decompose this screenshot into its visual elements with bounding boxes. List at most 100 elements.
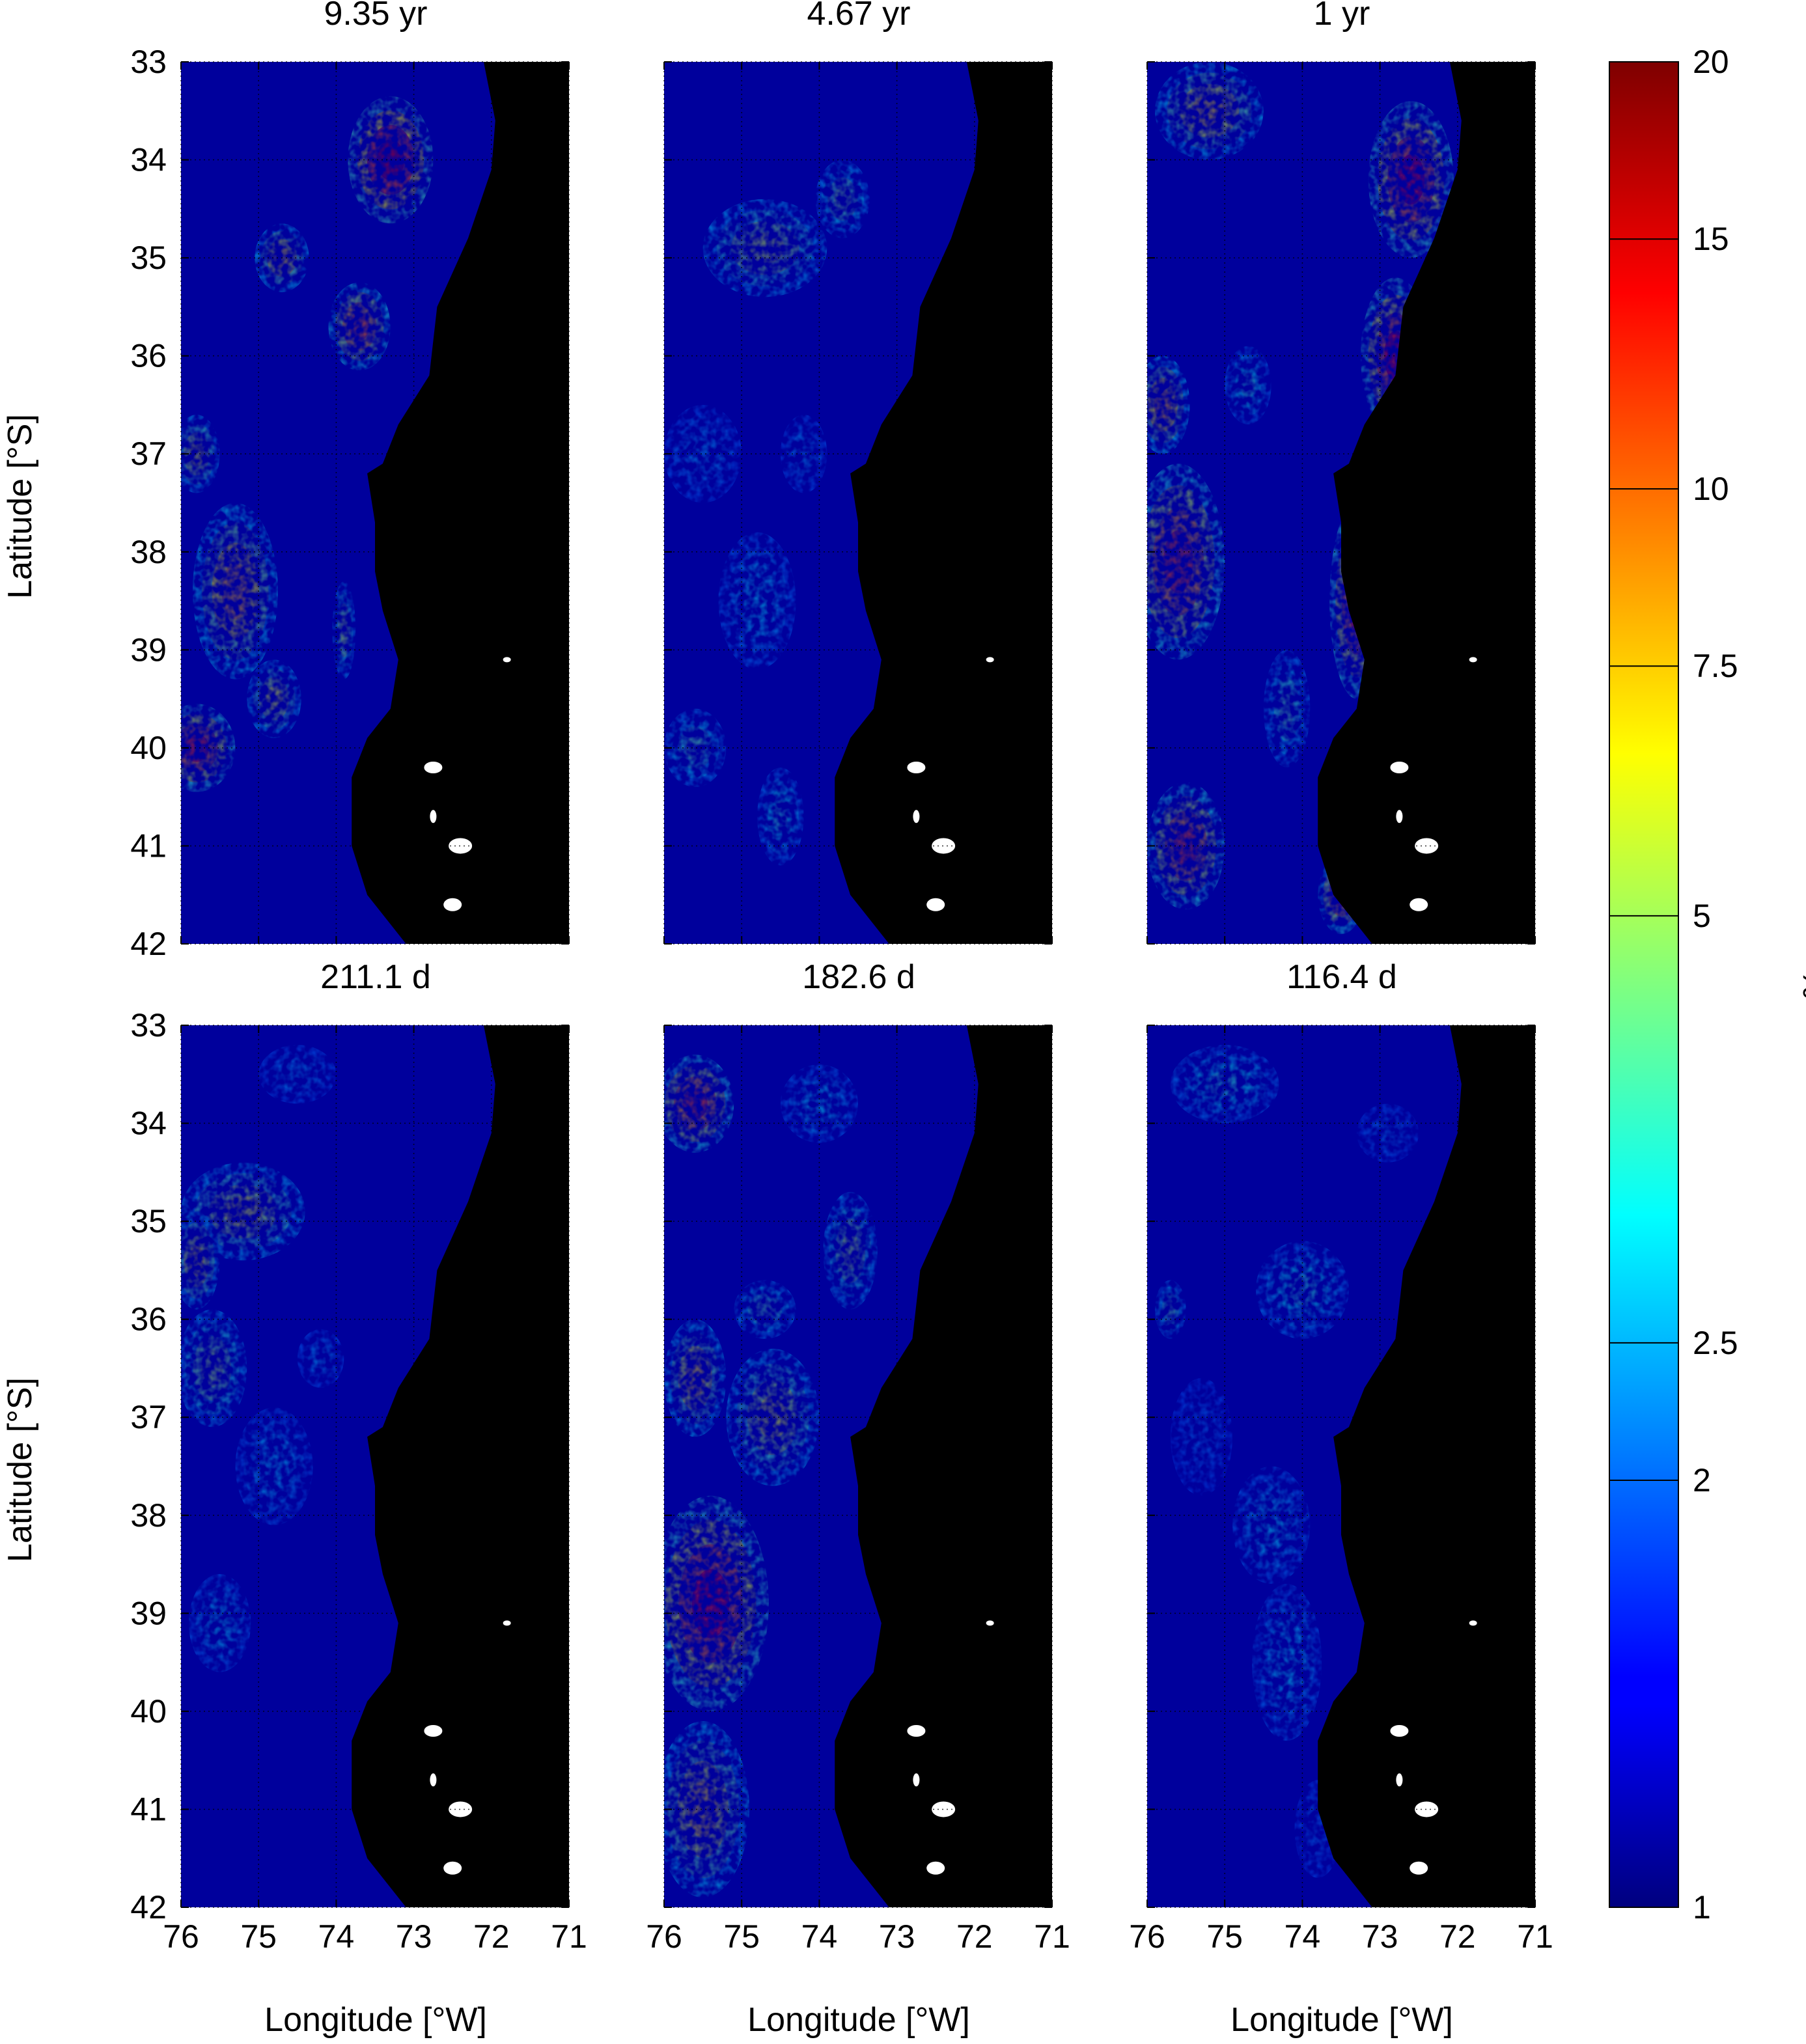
variance-blob	[184, 734, 209, 762]
grid-lines	[1146, 61, 1536, 945]
variance-blob	[745, 232, 785, 264]
land-mask	[835, 1025, 1052, 1907]
variance-blob	[261, 1447, 287, 1485]
lake-patch	[986, 657, 994, 663]
lake-patch	[913, 1773, 920, 1787]
variance-blob	[1207, 1071, 1242, 1097]
panel-title-2: 4.67 yr	[807, 0, 911, 33]
variance-blob	[189, 1245, 204, 1277]
map-panel-5	[664, 1025, 1052, 1907]
lon-tick-label: 73	[1362, 1918, 1398, 1955]
x-axis-label-3: Longitude [°W]	[1230, 2001, 1453, 2039]
variance-blob	[744, 579, 770, 623]
grid-lines	[663, 61, 1053, 945]
colorbar-tick-label: 7.5	[1693, 648, 1738, 684]
lon-tick-label: 72	[473, 1918, 510, 1955]
grid-lines	[180, 1025, 570, 1908]
lat-tick-label: 36	[130, 338, 167, 374]
variance-blob	[690, 438, 715, 470]
variance-blob	[1163, 530, 1193, 594]
lon-tick-label: 76	[1129, 1918, 1165, 1955]
lat-tick-label: 34	[130, 142, 167, 178]
map-panel-1	[181, 62, 569, 944]
map-panel-4	[181, 1025, 569, 1907]
colorbar-tick-label: 10	[1693, 471, 1729, 507]
lon-tick-label: 73	[396, 1918, 432, 1955]
variance-blob	[1154, 389, 1172, 421]
lat-tick-label: 38	[130, 534, 167, 570]
lat-tick-label: 37	[130, 435, 167, 472]
colorbar-tick-label: 15	[1693, 221, 1729, 257]
lat-tick-label: 34	[130, 1105, 167, 1142]
lon-tick-label: 75	[1206, 1918, 1243, 1955]
axis-ticks	[1146, 61, 1536, 945]
lon-tick-label: 76	[646, 1918, 682, 1955]
land-mask	[1318, 1025, 1535, 1907]
panel-title-4: 211.1 d	[320, 958, 431, 996]
variance-blob	[265, 686, 283, 711]
lake-patch	[907, 762, 926, 773]
variance-blob	[201, 1349, 223, 1387]
lake-patch	[926, 1861, 945, 1875]
variance-blob	[688, 1781, 718, 1838]
y-axis-label-bottom: Latitude [°S]	[1, 1377, 39, 1562]
lon-tick-label: 72	[1439, 1918, 1476, 1955]
y-axis-label-top: Latitude [°S]	[1, 414, 39, 599]
lake-patch	[932, 1801, 956, 1817]
lake-patch	[932, 838, 956, 854]
lat-tick-label: 33	[130, 1007, 167, 1043]
lon-tick-label: 76	[163, 1918, 199, 1955]
lake-patch	[449, 838, 473, 854]
variance-blob	[833, 186, 852, 212]
lake-patch	[1396, 1773, 1403, 1787]
variance-blob	[1275, 1637, 1298, 1688]
variance-blob	[682, 1088, 708, 1120]
variance-blob	[340, 615, 348, 646]
lake-patch	[424, 762, 443, 773]
variance-blob	[1378, 1124, 1398, 1143]
axis-ticks	[180, 1025, 570, 1908]
lon-tick-label: 75	[723, 1918, 760, 1955]
colorbar-tick-label: 5	[1693, 898, 1711, 934]
lat-tick-label: 39	[130, 631, 167, 668]
lon-tick-label: 71	[1034, 1918, 1070, 1955]
variance-field	[181, 96, 434, 792]
colorbar	[1609, 61, 1679, 1908]
lat-tick-label: 39	[130, 1595, 167, 1631]
variance-blob	[313, 1349, 329, 1368]
axis-ticks	[180, 61, 570, 945]
lon-tick-label: 75	[240, 1918, 277, 1955]
grid-lines	[663, 1025, 1053, 1908]
lat-tick-label: 38	[130, 1497, 167, 1534]
map-panel-6	[1147, 1025, 1535, 1907]
lat-tick-label: 35	[130, 240, 167, 276]
lake-patch	[1390, 762, 1409, 773]
lat-tick-label: 40	[130, 1693, 167, 1730]
panel-title-1: 9.35 yr	[324, 0, 428, 33]
variance-blob	[685, 1359, 705, 1397]
variance-blob	[1240, 372, 1256, 398]
lake-patch	[907, 1725, 926, 1737]
variance-blob	[1279, 689, 1295, 728]
variance-blob	[685, 735, 705, 761]
variance-blob	[1191, 95, 1227, 127]
lake-patch	[1415, 838, 1439, 854]
map-panel-3	[1147, 62, 1535, 944]
lake-patch	[986, 1620, 994, 1626]
lat-tick-label: 37	[130, 1399, 167, 1435]
variance-blob	[1191, 1418, 1212, 1456]
lon-tick-label: 71	[551, 1918, 587, 1955]
lake-patch	[1390, 1725, 1409, 1737]
variance-blob	[1173, 825, 1199, 866]
variance-blob	[376, 139, 404, 180]
lake-patch	[443, 1861, 462, 1875]
axis-ticks	[663, 61, 1053, 945]
lake-patch	[430, 810, 437, 823]
lon-tick-label: 74	[1285, 1918, 1321, 1955]
land-mask	[1318, 62, 1535, 944]
colorbar-unit-label: %	[1796, 969, 1806, 999]
lake-patch	[926, 898, 945, 911]
grid-lines	[180, 61, 570, 945]
land-mask	[352, 62, 569, 944]
